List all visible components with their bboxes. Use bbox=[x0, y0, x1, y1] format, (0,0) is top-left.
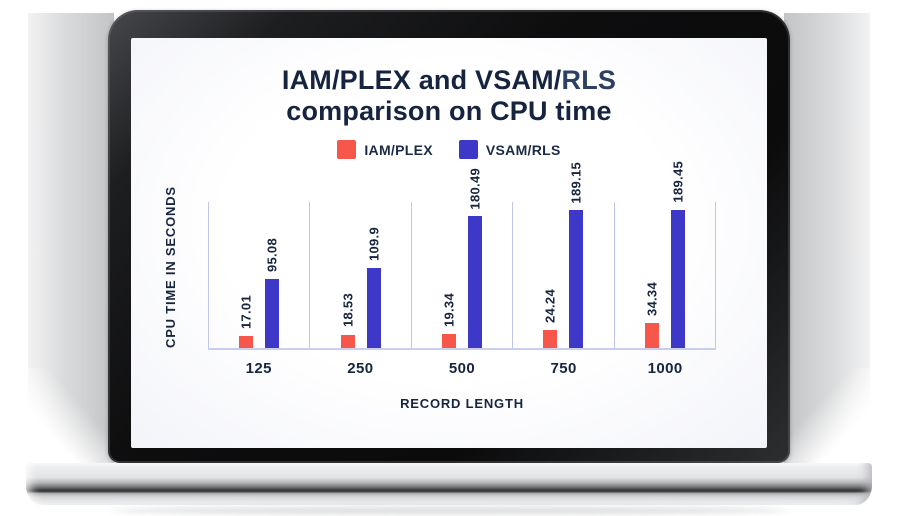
bar-group: 17.01 95.08 bbox=[208, 202, 309, 348]
bar-group: 19.34 180.49 bbox=[410, 168, 512, 348]
chart-legend: IAM/PLEX VSAM/RLS bbox=[131, 140, 767, 159]
bar-slot: 109.9 bbox=[366, 202, 382, 348]
plot-area: CPU TIME IN SECONDS 17.01 95.08 18.53 109.9… bbox=[163, 161, 717, 350]
bar-slot: 189.15 bbox=[569, 162, 584, 348]
bar bbox=[239, 335, 254, 348]
chart-area: IAM/PLEX and VSAM/RLS comparison on CPU … bbox=[131, 38, 767, 448]
laptop-reflection bbox=[110, 507, 790, 514]
laptop-lid: IAM/PLEX and VSAM/RLS comparison on CPU … bbox=[108, 10, 790, 463]
category-row: 125 250 500 750 1000 bbox=[208, 360, 716, 377]
bar-value-label: 189.45 bbox=[670, 161, 686, 203]
bar-value-label: 19.34 bbox=[441, 292, 457, 327]
bar-value-label: 17.01 bbox=[238, 294, 254, 329]
bar bbox=[265, 278, 280, 348]
lid-shadow-right bbox=[784, 13, 870, 463]
bar-slot: 18.53 bbox=[340, 202, 356, 348]
bar bbox=[644, 322, 659, 348]
bar-slot: 24.24 bbox=[542, 202, 558, 348]
bar-group: 18.53 109.9 bbox=[309, 202, 410, 348]
bar-group: 24.24 189.15 bbox=[512, 162, 613, 348]
chart-title-line1-prefix: IAM/PLEX and VSAM/ bbox=[281, 65, 562, 95]
bar bbox=[366, 267, 381, 348]
laptop-screen: IAM/PLEX and VSAM/RLS comparison on CPU … bbox=[131, 38, 767, 448]
bar-slot: 19.34 bbox=[441, 202, 457, 348]
bar-value-label: 24.24 bbox=[542, 289, 558, 324]
bar bbox=[468, 216, 483, 348]
legend-swatch-blue bbox=[458, 140, 478, 159]
chart-title-line1-highlight: RLS bbox=[561, 65, 617, 95]
bar bbox=[340, 334, 355, 348]
bar-slot: 34.34 bbox=[644, 202, 660, 348]
lid-shadow-left bbox=[28, 13, 114, 463]
bar-value-label: 180.49 bbox=[467, 167, 483, 210]
category-label: 750 bbox=[550, 360, 577, 377]
bar bbox=[442, 333, 457, 348]
x-axis-label: RECORD LENGTH bbox=[400, 396, 524, 411]
bar bbox=[670, 209, 685, 348]
category-label: 250 bbox=[347, 360, 374, 377]
bar bbox=[543, 330, 558, 348]
bar-slot: 17.01 bbox=[238, 202, 254, 348]
laptop-base bbox=[26, 463, 872, 505]
chart-title-line2: comparison on CPU time bbox=[286, 96, 612, 126]
legend-item-vsamrls: VSAM/RLS bbox=[458, 140, 561, 159]
legend-label: IAM/PLEX bbox=[364, 141, 433, 158]
y-axis-label: CPU TIME IN SECONDS bbox=[163, 186, 178, 348]
legend-swatch-red bbox=[337, 140, 357, 159]
category-label: 500 bbox=[448, 360, 476, 377]
chart-title: IAM/PLEX and VSAM/RLS comparison on CPU … bbox=[131, 65, 767, 127]
legend-label: VSAM/RLS bbox=[485, 141, 561, 158]
category-label: 125 bbox=[245, 360, 272, 377]
bar-value-label: 34.34 bbox=[644, 281, 660, 316]
bar-slot: 180.49 bbox=[468, 168, 483, 348]
bar-value-label: 109.9 bbox=[366, 226, 382, 261]
bar-value-label: 95.08 bbox=[264, 237, 280, 272]
bar-value-label: 18.53 bbox=[340, 293, 356, 328]
bar-group: 34.34 189.45 bbox=[613, 161, 717, 348]
bar-value-label: 189.15 bbox=[568, 161, 584, 204]
bar-slot: 189.45 bbox=[670, 161, 685, 348]
bar bbox=[569, 210, 584, 348]
legend-item-iamplex: IAM/PLEX bbox=[337, 140, 433, 159]
category-label: 1000 bbox=[647, 360, 683, 377]
bar-slot: 95.08 bbox=[264, 202, 280, 348]
